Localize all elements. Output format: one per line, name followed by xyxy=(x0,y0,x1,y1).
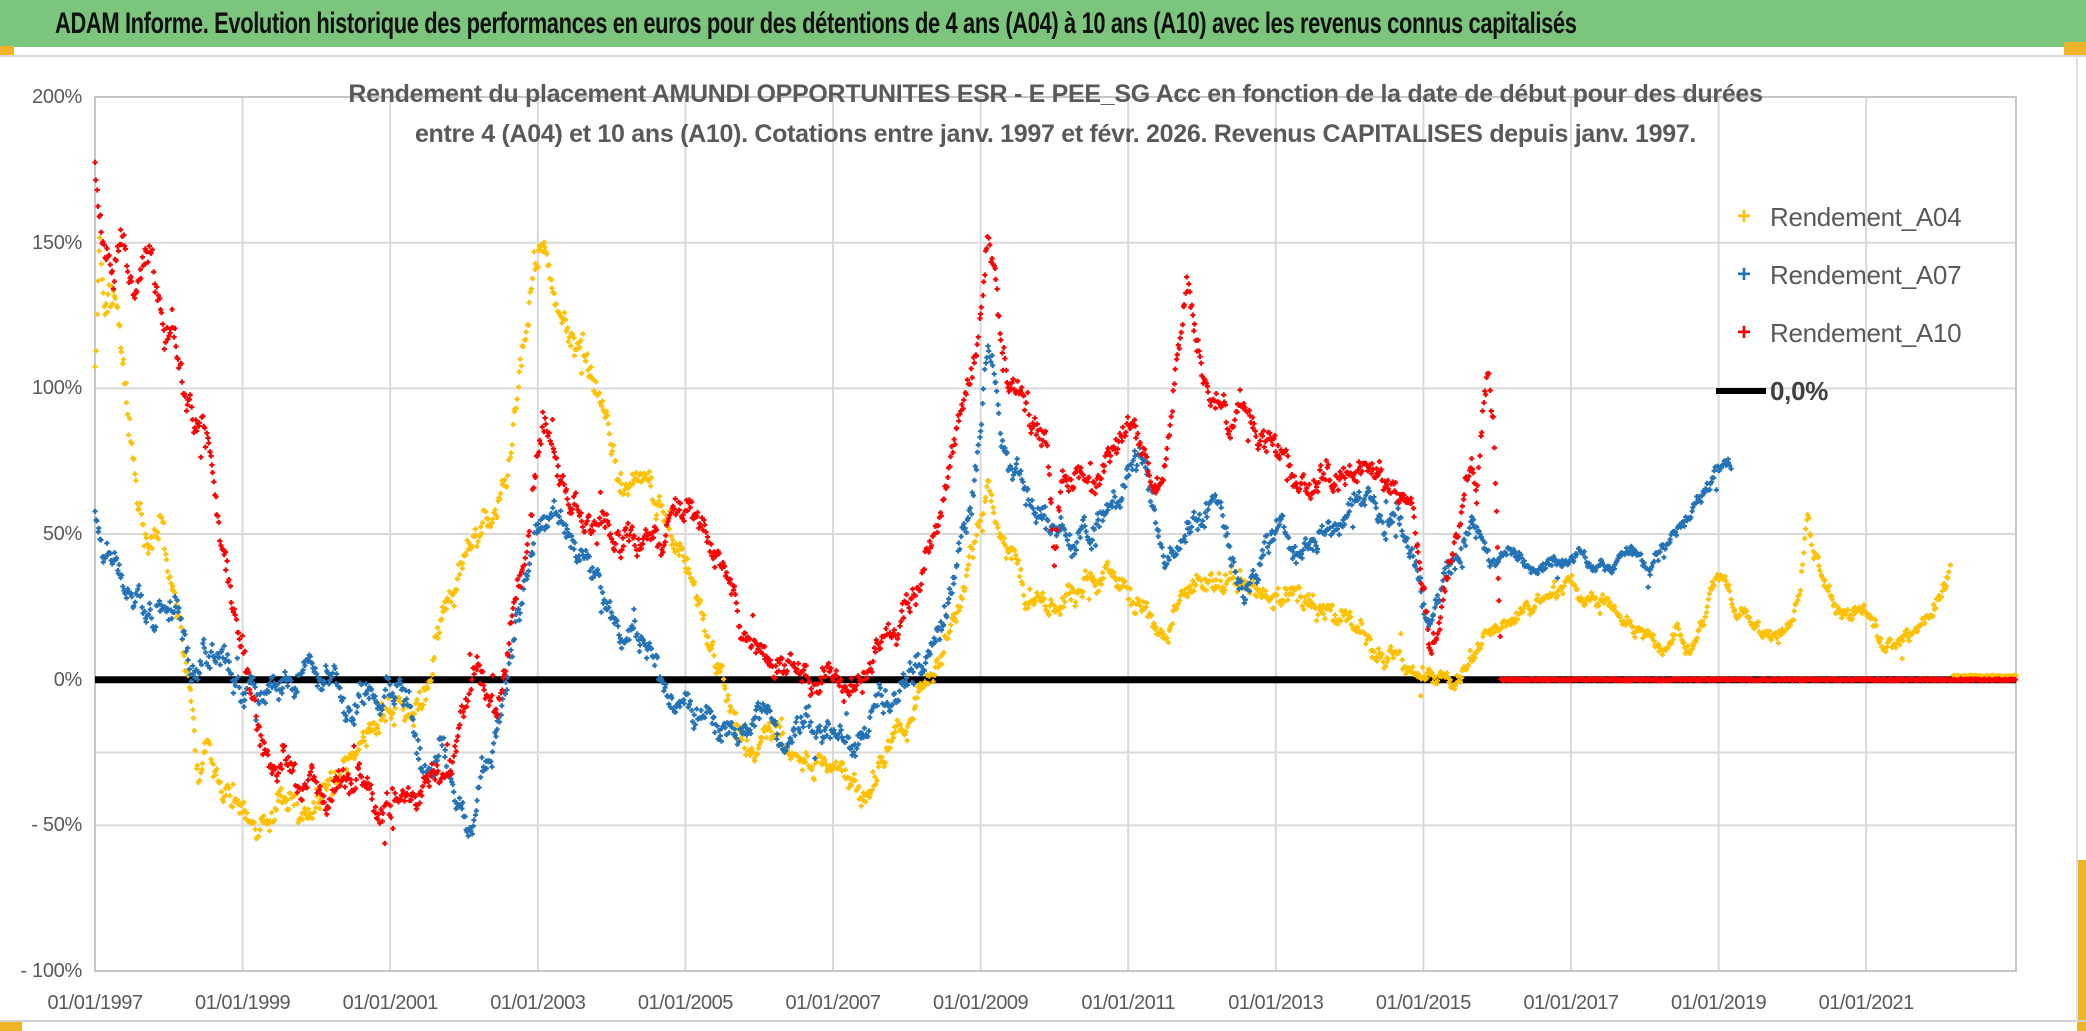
plus-marker-icon: + xyxy=(1736,203,1751,230)
x-axis-label-1999: 01/01/1999 xyxy=(195,992,291,1014)
window-titlebar: ADAM Informe. Evolution historique des p… xyxy=(0,0,2086,47)
plus-marker-icon: + xyxy=(1736,261,1751,288)
y-axis-label-minus100: - 100% xyxy=(20,960,82,983)
frame-accent-bottom-left xyxy=(0,1022,22,1031)
legend-item-zero-line: 0,0% xyxy=(1716,362,2022,420)
y-axis-label-100: 100% xyxy=(32,377,82,400)
legend-label: 0,0% xyxy=(1770,375,1829,406)
chart-title-line2: entre 4 (A04) et 10 ans (A10). Cotations… xyxy=(414,120,1697,148)
plus-marker-icon: + xyxy=(1736,319,1751,346)
y-axis-label-150: 150% xyxy=(32,231,82,254)
x-axis-label-1997: 01/01/1997 xyxy=(47,992,143,1014)
x-axis-label-2005: 01/01/2005 xyxy=(637,992,734,1014)
x-axis-label-2013: 01/01/2013 xyxy=(1228,992,1324,1014)
x-axis-label-2017: 01/01/2017 xyxy=(1523,992,1619,1014)
x-axis-label-2011: 01/01/2011 xyxy=(1081,992,1175,1014)
window-title: ADAM Informe. Evolution historique des p… xyxy=(55,6,1577,40)
x-axis-label-2019: 01/01/2019 xyxy=(1671,992,1767,1014)
scatter-series-rendement_a07 xyxy=(92,343,1734,839)
zero-line-icon xyxy=(1716,388,1766,394)
x-axis-label-2021: 01/01/2021 xyxy=(1818,992,1915,1014)
y-axis-label-minus50: - 50% xyxy=(31,814,82,837)
divider-top xyxy=(0,55,2086,57)
y-axis-label-50: 50% xyxy=(42,523,82,546)
frame-accent-top-right xyxy=(2064,42,2086,56)
x-axis-label-2007: 01/01/2007 xyxy=(785,992,881,1014)
x-axis-label-2015: 01/01/2015 xyxy=(1375,992,1472,1014)
frame-accent-top-left xyxy=(0,46,14,56)
y-axis-label-200: 200% xyxy=(32,86,82,109)
scatter-series-rendement_a10 xyxy=(92,159,2018,846)
legend-item-rendement-a10: + Rendement_A10 xyxy=(1722,304,2022,362)
legend-item-rendement-a07: + Rendement_A07 xyxy=(1722,246,2022,304)
legend-label: Rendement_A10 xyxy=(1770,317,1962,348)
divider-bottom xyxy=(0,1020,2086,1022)
chart-title-line1: Rendement du placement AMUNDI OPPORTUNIT… xyxy=(348,80,1763,108)
x-axis-label-2001: 01/01/2001 xyxy=(342,992,439,1014)
chart-title: Rendement du placement AMUNDI OPPORTUNIT… xyxy=(95,74,2016,154)
legend-item-rendement-a04: + Rendement_A04 xyxy=(1722,188,2022,246)
chart-legend: + Rendement_A04 + Rendement_A07 + Rendem… xyxy=(1716,188,2022,420)
legend-label: Rendement_A07 xyxy=(1770,259,1962,290)
frame-accent-right xyxy=(2077,860,2086,1031)
legend-label: Rendement_A04 xyxy=(1770,201,1962,232)
x-axis-label-2009: 01/01/2009 xyxy=(933,992,1029,1014)
divider-right xyxy=(2076,56,2078,1022)
x-axis-label-2003: 01/01/2003 xyxy=(490,992,586,1014)
y-axis-label-0: 0% xyxy=(53,668,83,691)
